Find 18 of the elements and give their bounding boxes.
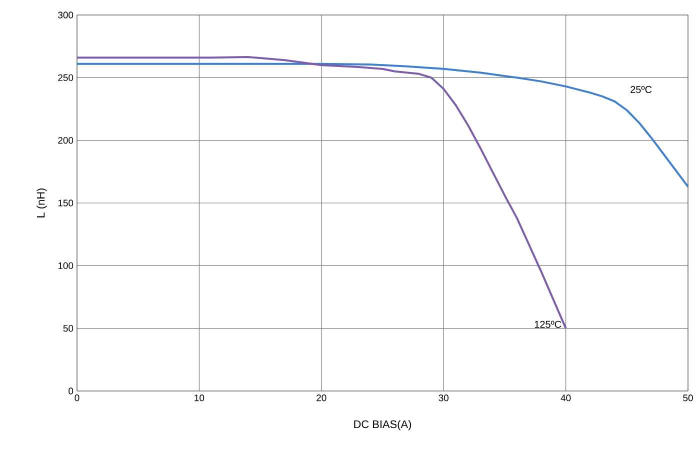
y-tick-label: 0 xyxy=(68,388,74,394)
y-tick-label: 250 xyxy=(58,74,74,82)
x-tick-label: 20 xyxy=(316,394,326,402)
x-tick-label: 50 xyxy=(683,394,693,402)
line-series xyxy=(76,56,567,330)
series-label: 125ºC xyxy=(534,320,562,328)
series-label: 25ºC xyxy=(630,86,652,94)
y-tick-label: 50 xyxy=(63,324,74,332)
y-tick-label: 300 xyxy=(58,12,74,18)
x-axis-title: DC BIAS(A) xyxy=(354,420,412,430)
x-tick-label: 30 xyxy=(438,394,448,402)
y-tick-label: 200 xyxy=(58,136,74,144)
x-tick-label: 10 xyxy=(194,394,204,402)
x-tick-label: 0 xyxy=(74,394,80,402)
y-tick-label: 150 xyxy=(58,200,74,206)
y-tick-label: 100 xyxy=(58,262,74,270)
x-tick-label: 40 xyxy=(560,394,571,402)
y-axis-title: L (nH) xyxy=(36,188,47,218)
